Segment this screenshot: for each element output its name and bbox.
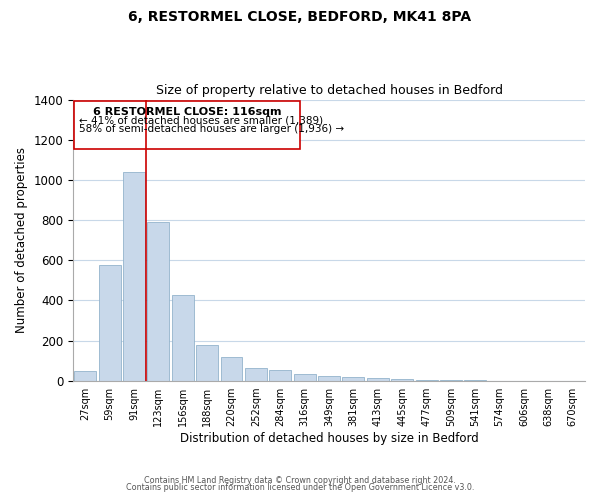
X-axis label: Distribution of detached houses by size in Bedford: Distribution of detached houses by size …	[179, 432, 478, 445]
Bar	[391, 378, 413, 380]
Bar	[269, 370, 291, 380]
Bar	[196, 344, 218, 380]
Bar	[123, 172, 145, 380]
Bar	[98, 265, 121, 380]
Bar	[367, 378, 389, 380]
Text: Contains public sector information licensed under the Open Government Licence v3: Contains public sector information licen…	[126, 484, 474, 492]
Bar	[318, 376, 340, 380]
Polygon shape	[74, 100, 300, 149]
Text: 58% of semi-detached houses are larger (1,936) →: 58% of semi-detached houses are larger (…	[79, 124, 344, 134]
Y-axis label: Number of detached properties: Number of detached properties	[15, 147, 28, 333]
Text: Contains HM Land Registry data © Crown copyright and database right 2024.: Contains HM Land Registry data © Crown c…	[144, 476, 456, 485]
Title: Size of property relative to detached houses in Bedford: Size of property relative to detached ho…	[155, 84, 503, 97]
Bar	[148, 222, 169, 380]
Text: ← 41% of detached houses are smaller (1,389): ← 41% of detached houses are smaller (1,…	[79, 116, 323, 126]
Bar	[343, 376, 364, 380]
Bar	[293, 374, 316, 380]
Bar	[245, 368, 267, 380]
Text: 6, RESTORMEL CLOSE, BEDFORD, MK41 8PA: 6, RESTORMEL CLOSE, BEDFORD, MK41 8PA	[128, 10, 472, 24]
Bar	[74, 370, 96, 380]
Text: 6 RESTORMEL CLOSE: 116sqm: 6 RESTORMEL CLOSE: 116sqm	[93, 106, 281, 117]
Bar	[172, 296, 194, 380]
Bar	[221, 356, 242, 380]
